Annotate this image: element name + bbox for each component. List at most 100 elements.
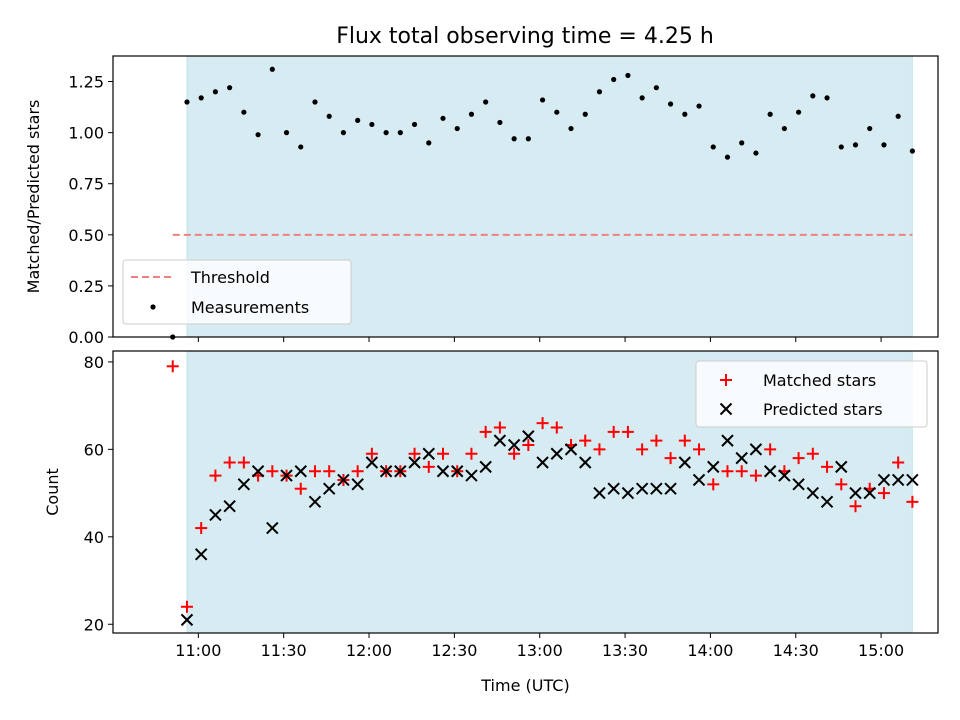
predicted-star-point [308, 495, 322, 509]
x-tick-label: 12:00 [346, 641, 392, 660]
matched-star-point [792, 452, 805, 465]
measurement-point [710, 144, 716, 150]
matched-star-point [166, 360, 179, 373]
predicted-star-point [479, 460, 492, 474]
top-legend-box [122, 259, 352, 325]
legend-matched-swatch [720, 374, 732, 386]
predicted-star-point [863, 486, 876, 500]
bottom-plot-counts: 20 40 60 80 Count 11:00 11:30 12:00 12:30 13:00 13… [43, 350, 939, 695]
predicted-star-point [692, 473, 706, 487]
predicted-star-point [180, 613, 194, 627]
matched-star-point [707, 478, 720, 491]
x-tick-label: 15:00 [858, 641, 904, 660]
measurement-point [411, 121, 418, 128]
predicted-star-point [593, 486, 606, 500]
measurement-point [611, 76, 617, 83]
predicted-star-point [749, 443, 763, 456]
matched-star-point [664, 452, 677, 465]
predicted-star-point [493, 434, 507, 447]
measurement-point [824, 95, 830, 101]
measurement-point [810, 93, 816, 99]
top-legend: Threshold Measurements [122, 259, 352, 325]
matched-star-point [437, 447, 449, 460]
measurement-point [426, 140, 432, 146]
measurement-point [724, 154, 731, 160]
measurement-point [241, 109, 247, 115]
predicted-star-point [351, 478, 364, 491]
predicted-star-point [650, 482, 663, 495]
x-tick-label: 14:30 [773, 641, 819, 660]
measurement-point [312, 99, 318, 105]
measurement-point [326, 113, 332, 119]
predicted-star-point [237, 478, 251, 491]
matched-star-point [536, 417, 549, 430]
bottom-axes-frame [112, 350, 939, 634]
measurement-point [682, 111, 688, 117]
measurement-point [625, 72, 631, 79]
predicted-star-point [707, 460, 720, 474]
matched-star-point [735, 465, 748, 478]
matched-star-point [806, 447, 819, 460]
measurement-point [369, 121, 375, 128]
predicted-star-point [835, 460, 848, 474]
predicted-star-point [451, 465, 464, 478]
predicted-star-point [806, 486, 820, 500]
predicted-star-point [322, 482, 336, 495]
matched-star-point [351, 465, 364, 478]
measurement-point [227, 85, 233, 91]
matched-star-point [479, 425, 492, 438]
predicted-star-point [422, 447, 435, 460]
matched-star-point [764, 443, 777, 456]
legend-predicted-label: Predicted stars [763, 400, 883, 419]
matched-star-point [308, 465, 321, 478]
measurement-point [653, 85, 659, 91]
matched-star-point [877, 487, 890, 500]
predicted-star-point [209, 508, 222, 522]
measurement-point [753, 150, 759, 156]
matched-star-point [465, 447, 478, 460]
matched-star-point [323, 465, 336, 478]
measurement-point [909, 148, 915, 154]
predicted-star-point [820, 495, 834, 509]
bottom-ytick-label: 60 [84, 440, 104, 459]
top-ytick-label: 1.25 [68, 73, 104, 92]
matched-star-point [365, 447, 378, 460]
chart-title: Flux total observing time = 4.25 h [336, 24, 714, 49]
predicted-star-point [251, 465, 265, 478]
top-ytick-label: 0.00 [68, 328, 104, 347]
x-tick-label: 14:00 [687, 641, 733, 660]
matched-star-point [835, 478, 848, 491]
measurement-point [596, 89, 603, 95]
predicted-star-point [763, 465, 777, 478]
measurement-point [440, 115, 446, 121]
matched-star-point [522, 439, 535, 451]
x-axis-label: Time (UTC) [480, 676, 569, 695]
predicted-star-point [579, 456, 592, 469]
measurement-point [881, 142, 887, 148]
measurement-point [539, 97, 546, 103]
x-tick-label: 13:30 [602, 641, 648, 660]
measurement-point [852, 142, 859, 148]
matched-star-point [180, 600, 193, 613]
predicted-star-point [294, 465, 307, 478]
top-ytick-label: 0.75 [68, 175, 104, 194]
measurement-point [454, 125, 460, 132]
measurement-point [255, 132, 261, 138]
matched-star-point [721, 465, 734, 478]
matched-star-point [493, 421, 506, 434]
predicted-star-point [735, 451, 748, 465]
predicted-star-point [877, 473, 891, 487]
measurement-point [511, 136, 517, 142]
top-ytick-label: 0.25 [68, 277, 104, 296]
matched-star-point [892, 456, 905, 469]
measurement-point [525, 136, 531, 142]
measurement-point [568, 125, 574, 132]
matched-star-point [422, 460, 435, 473]
measurement-point [397, 130, 403, 136]
measurement-point [895, 113, 901, 119]
matched-star-point [593, 443, 606, 456]
top-plot-ratio: 0.00 0.25 0.50 0.75 1.00 1.25 Matched/Predicte… [24, 55, 939, 347]
predicted-star-point [394, 465, 407, 478]
legend-matched-label: Matched stars [763, 371, 876, 390]
